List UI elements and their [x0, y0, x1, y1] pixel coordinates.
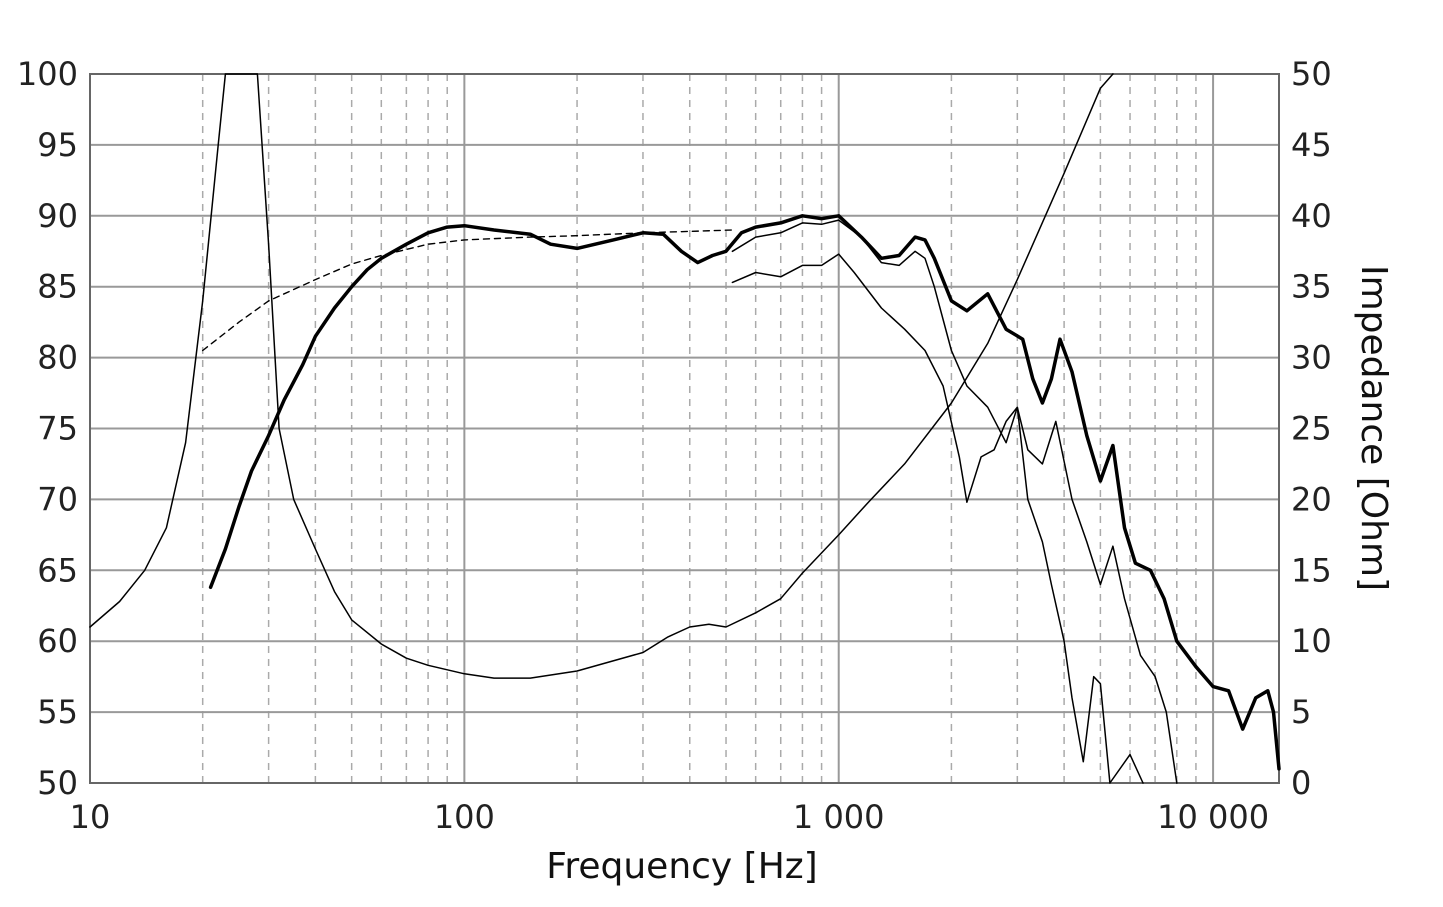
left-tick-label: 100 — [17, 55, 78, 93]
right-tick-label: 20 — [1291, 480, 1332, 518]
right-axis-title: Impedance [Ohm] — [1353, 265, 1394, 591]
left-tick-label: 50 — [37, 764, 78, 802]
x-axis-title: Frequency [Hz] — [546, 846, 817, 887]
right-tick-label: 15 — [1291, 551, 1332, 589]
left-axis-ticks: 50 55 60 65 70 75 80 85 90 95 100 — [17, 55, 78, 802]
x-tick-label: 1 000 — [793, 798, 885, 836]
right-tick-label: 50 — [1291, 55, 1332, 93]
series-line-3 — [731, 219, 1178, 784]
plot-area-frame — [89, 73, 1280, 784]
series-line-5 — [89, 73, 1114, 679]
left-tick-label: 55 — [37, 693, 78, 731]
left-tick-label: 80 — [37, 339, 78, 377]
right-tick-label: 25 — [1291, 410, 1332, 448]
x-tick-label: 10 — [70, 798, 111, 836]
right-tick-label: 0 — [1291, 764, 1311, 802]
x-tick-label: 10 000 — [1157, 798, 1269, 836]
left-tick-label: 85 — [37, 268, 78, 306]
series-line-1 — [208, 214, 1281, 771]
right-tick-label: 10 — [1291, 622, 1332, 660]
right-tick-label: 5 — [1291, 693, 1311, 731]
left-tick-label: 60 — [37, 622, 78, 660]
right-axis-ticks: 0 5 10 15 20 25 30 35 40 45 50 — [1291, 55, 1332, 802]
series-layer — [89, 73, 1281, 784]
series-line-4 — [731, 253, 1144, 784]
right-tick-label: 40 — [1291, 197, 1332, 235]
right-tick-label: 45 — [1291, 126, 1332, 164]
right-tick-label: 30 — [1291, 339, 1332, 377]
x-axis-ticks: 10 100 1 000 10 000 — [70, 798, 1269, 836]
series-line-2 — [201, 229, 734, 352]
left-tick-label: 90 — [37, 197, 78, 235]
right-tick-label: 35 — [1291, 268, 1332, 306]
x-tick-label: 100 — [434, 798, 495, 836]
left-tick-label: 95 — [37, 126, 78, 164]
left-tick-label: 65 — [37, 551, 78, 589]
left-tick-label: 70 — [37, 480, 78, 518]
left-tick-label: 75 — [37, 410, 78, 448]
